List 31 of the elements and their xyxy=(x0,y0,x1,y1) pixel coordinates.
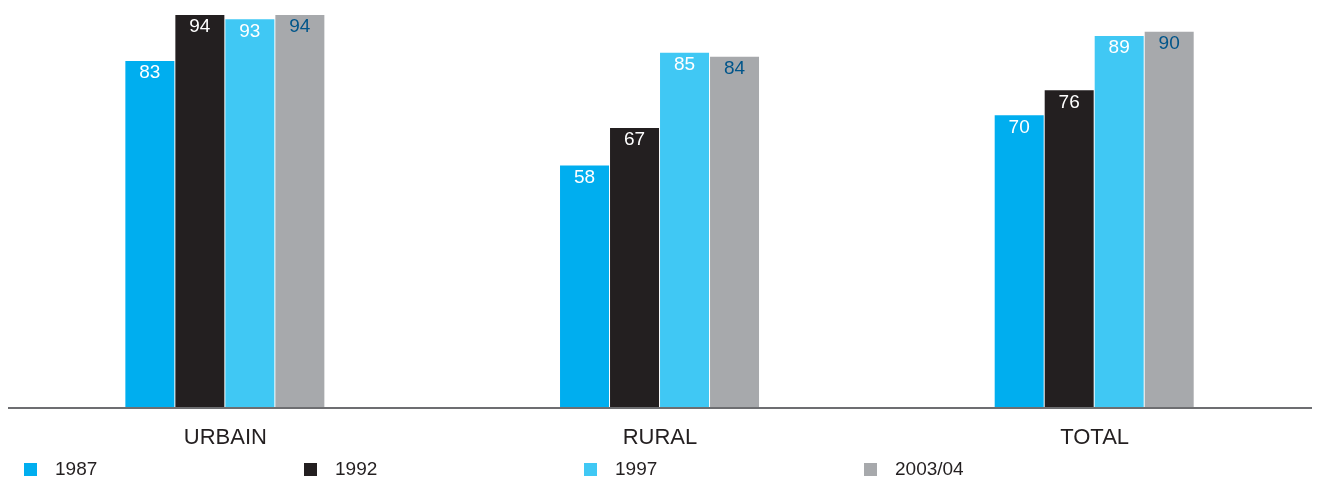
data-label: 94 xyxy=(289,15,311,37)
bar xyxy=(660,52,710,408)
data-label: 93 xyxy=(239,19,261,41)
data-label: 84 xyxy=(723,57,746,79)
legend-label: 1987 xyxy=(55,458,98,480)
bar xyxy=(710,56,760,408)
bar xyxy=(1094,35,1144,408)
legend-label: 1997 xyxy=(615,458,658,480)
data-label: 90 xyxy=(1158,32,1180,54)
data-label: 89 xyxy=(1108,36,1130,58)
bar xyxy=(610,127,660,408)
x-tick-label: URBAIN xyxy=(183,423,267,449)
data-label: 67 xyxy=(623,128,646,150)
bar xyxy=(1044,90,1094,408)
data-label: 76 xyxy=(1058,90,1080,112)
data-label: 94 xyxy=(189,15,211,37)
legend-label: 1992 xyxy=(335,458,378,480)
legend-label: 2003/04 xyxy=(895,458,964,480)
bar xyxy=(1144,31,1194,408)
data-label: 85 xyxy=(673,53,696,75)
data-label: 70 xyxy=(1008,115,1030,137)
x-tick-label: TOTAL xyxy=(1060,423,1130,449)
bar xyxy=(994,115,1044,408)
bar xyxy=(275,15,325,408)
data-label: 83 xyxy=(139,61,161,83)
x-tick-label: RURAL xyxy=(622,423,698,449)
bar xyxy=(225,19,275,408)
bar xyxy=(125,60,175,408)
bar xyxy=(175,15,225,408)
bar xyxy=(560,165,610,408)
data-label: 58 xyxy=(573,166,596,187)
